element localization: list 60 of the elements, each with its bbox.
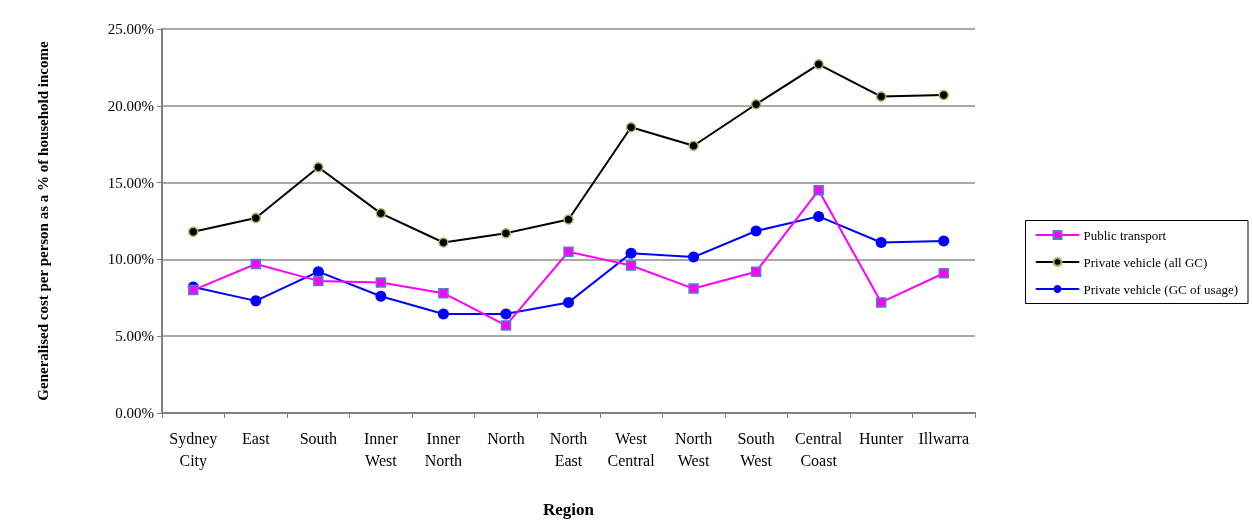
point [500,228,512,239]
point [938,89,949,101]
x-tick-label: Sydney City [169,429,218,470]
legend-label: Public transport [1083,227,1167,243]
point [250,258,262,270]
point [250,212,262,224]
point [813,210,825,222]
point [438,287,449,299]
x-tick-label: Illwarra [918,429,970,447]
point [938,235,950,247]
point [563,214,574,225]
x-tick-label: North West [674,429,713,469]
point [375,277,387,288]
point [750,99,762,110]
point [688,251,700,263]
point [750,225,762,237]
point [875,237,887,248]
y-tick-label: 20.00% [107,97,154,114]
x-tick-label: South West [737,429,775,469]
point [437,308,449,320]
x-tick-label: Hunter [858,429,905,447]
point [563,296,574,308]
x-tick-label: Inner North [424,429,463,469]
point [813,185,824,196]
point [375,208,387,219]
x-tick-label: East [242,429,271,447]
point [313,161,324,173]
point [563,246,574,257]
x-tick-label: Central Coast [795,429,843,469]
point [313,275,324,287]
point [500,320,512,331]
x-tick-label: West Central [607,429,656,469]
point [625,260,637,271]
x-tick-label: South [299,429,338,447]
point [438,237,449,248]
legend-label: Private vehicle (all GC) [1083,254,1208,270]
x-tick-label: Inner West [364,429,399,469]
point [750,266,762,277]
legend-label: Private vehicle (GC of usage) [1083,281,1239,297]
point [938,267,949,279]
x-tick-label: North [487,429,525,447]
point [625,247,637,259]
point [688,283,699,294]
point [375,290,387,302]
x-tick-label: North East [549,429,588,469]
x-axis-title: Region [543,500,595,519]
y-tick-label: 15.00% [107,174,154,191]
point [250,295,262,307]
point [875,297,887,308]
y-tick-label: 10.00% [107,251,154,268]
point [875,91,887,102]
point [813,59,824,70]
y-axis-title: Generalised cost per person as a % of household income [35,41,51,401]
point [688,140,699,151]
y-tick-label: 5.00% [115,328,154,345]
point [188,226,199,237]
point [500,308,512,320]
y-tick-label: 25.00% [107,21,154,37]
point [625,122,637,133]
y-tick-label: 0.00% [115,405,154,421]
